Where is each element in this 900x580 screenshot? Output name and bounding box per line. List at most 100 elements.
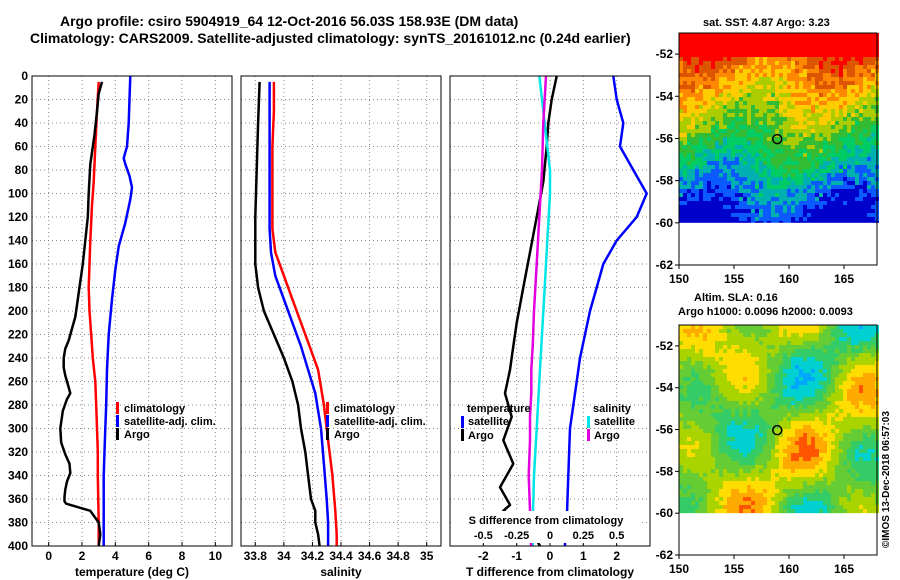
map-cell [811, 49, 815, 53]
map-cell [871, 361, 875, 365]
map-cell [747, 401, 751, 405]
map-cell [775, 485, 779, 489]
map-cell [863, 493, 867, 497]
map-cell [775, 373, 779, 377]
map-cell [723, 205, 727, 209]
map-cell [747, 105, 751, 109]
map-cell [807, 37, 811, 41]
map-cell [823, 325, 827, 329]
map-cell [867, 397, 871, 401]
map-cell [855, 197, 859, 201]
map-cell [699, 77, 703, 81]
map-cell [831, 497, 835, 501]
map-cell [859, 217, 863, 221]
map-cell [787, 89, 791, 93]
map-cell [807, 505, 811, 509]
map-cell [847, 77, 851, 81]
map-cell [839, 89, 843, 93]
map-cell [707, 69, 711, 73]
map-cell [787, 465, 791, 469]
map-cell [787, 69, 791, 73]
map-cell [747, 161, 751, 165]
map-cell [707, 209, 711, 213]
map-cell [719, 401, 723, 405]
map-cell [791, 69, 795, 73]
map-cell [843, 461, 847, 465]
map-cell [719, 93, 723, 97]
map-cell [787, 109, 791, 113]
map-cell [755, 145, 759, 149]
map-cell [715, 217, 719, 221]
map-cell [739, 185, 743, 189]
map-cell [795, 405, 799, 409]
map-cell [819, 125, 823, 129]
map-cell [695, 493, 699, 497]
map-cell [851, 69, 855, 73]
map-cell [835, 205, 839, 209]
map-cell [851, 85, 855, 89]
map-cell [719, 85, 723, 89]
map-cell [751, 37, 755, 41]
map-cell [835, 509, 839, 513]
map-cell [711, 361, 715, 365]
map-cell [795, 105, 799, 109]
map-cell [799, 129, 803, 133]
map-cell [751, 205, 755, 209]
map-cell [687, 329, 691, 333]
map-cell [699, 149, 703, 153]
map-cell [703, 353, 707, 357]
map-cell [831, 37, 835, 41]
map-cell [799, 493, 803, 497]
map-cell [731, 405, 735, 409]
map-cell [847, 97, 851, 101]
legend-label-s-satellite: satellite [594, 416, 635, 428]
map-cell [831, 349, 835, 353]
map-cell [835, 417, 839, 421]
map-cell [723, 173, 727, 177]
map-cell [763, 221, 767, 223]
map-cell [783, 449, 787, 453]
map-cell [843, 397, 847, 401]
map-cell [707, 181, 711, 185]
map-cell [831, 365, 835, 369]
map-cell [791, 489, 795, 493]
map-cell [795, 45, 799, 49]
map-cell [743, 353, 747, 357]
map-cell [791, 137, 795, 141]
map-cell [779, 77, 783, 81]
legend-label-s-argo: Argo [594, 430, 620, 442]
map-cell [719, 413, 723, 417]
map-cell [819, 469, 823, 473]
map-cell [739, 173, 743, 177]
map-cell [867, 33, 871, 37]
map-cell [779, 209, 783, 213]
map-cell [791, 325, 795, 329]
map-cell [739, 397, 743, 401]
map-cell [679, 365, 683, 369]
map-cell [703, 41, 707, 45]
map-cell [759, 177, 763, 181]
map-cell [843, 337, 847, 341]
map-cell [791, 57, 795, 61]
map-cell [767, 69, 771, 73]
map-cell [863, 509, 867, 513]
map-cell [843, 45, 847, 49]
map-cell [819, 349, 823, 353]
map-cell [767, 389, 771, 393]
map-cell [831, 189, 835, 193]
map-cell [679, 89, 683, 93]
map-cell [755, 105, 759, 109]
map-cell [787, 173, 791, 177]
map-cell [843, 365, 847, 369]
y-tick-label: 400 [8, 539, 28, 553]
map-cell [799, 209, 803, 213]
map-cell [803, 193, 807, 197]
map-cell [751, 437, 755, 441]
map-cell [791, 473, 795, 477]
map-cell [687, 353, 691, 357]
map-cell [807, 381, 811, 385]
map-cell [707, 461, 711, 465]
map-cell [787, 481, 791, 485]
map-cell [831, 509, 835, 513]
map-cell [807, 489, 811, 493]
